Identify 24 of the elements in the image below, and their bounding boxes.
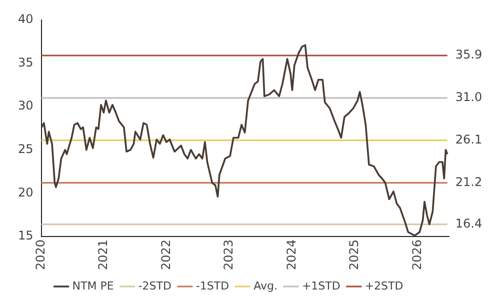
- data-label: 35.9: [455, 48, 482, 62]
- y-tick-label: 40: [18, 12, 34, 26]
- y-tick-label: 35: [18, 55, 34, 70]
- legend-label: +1STD: [302, 279, 340, 292]
- data-label: 31.0: [455, 90, 482, 104]
- legend-label: Avg.: [254, 279, 278, 292]
- data-label: 16.4: [455, 216, 482, 230]
- x-tick-label: 2021: [96, 239, 110, 270]
- legend-label: +2STD: [364, 279, 404, 292]
- legend-label: -2STD: [138, 279, 172, 292]
- y-tick-label: 30: [18, 98, 34, 113]
- x-tick-label: 2025: [347, 239, 362, 270]
- x-tick-label: 2024: [284, 239, 298, 270]
- x-tick-label: 2020: [33, 239, 48, 270]
- y-tick-label: 20: [18, 185, 34, 200]
- data-label: 26.1: [455, 132, 482, 146]
- legend-label: -1STD: [196, 279, 230, 292]
- y-tick-label: 15: [18, 228, 34, 243]
- y-tick-label: 25: [18, 142, 34, 156]
- data-label: 21.2: [455, 174, 482, 189]
- x-tick-label: 2023: [222, 239, 236, 270]
- x-tick-label: 2026: [410, 239, 424, 270]
- legend-label: NTM PE: [72, 279, 114, 292]
- x-tick-label: 2022: [158, 239, 173, 270]
